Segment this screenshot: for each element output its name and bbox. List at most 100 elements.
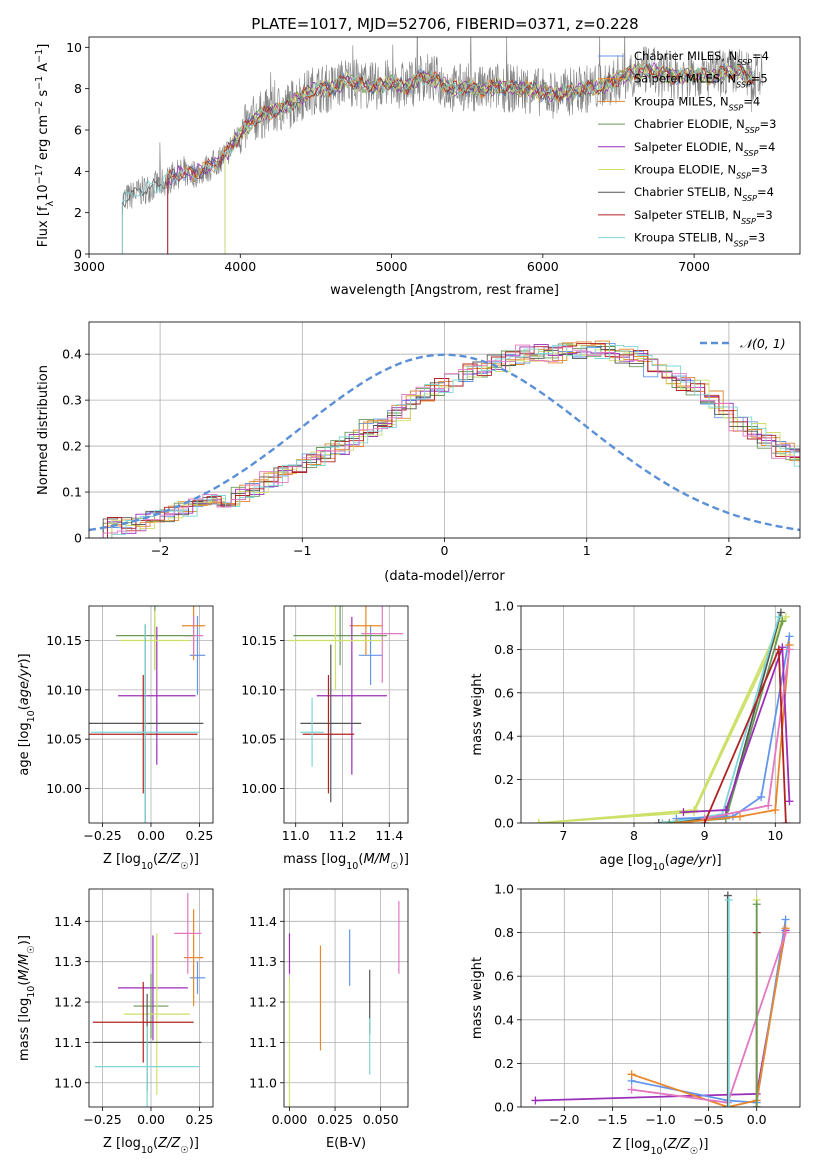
weight-marker — [757, 792, 766, 801]
error-bars — [89, 606, 206, 823]
weight-vs-age-panel: 7 8 9 10 0.0 0.2 0.4 0.6 0.8 1.0 age [log10(age/yr… — [470, 599, 801, 873]
x-tick-label: −2 — [151, 543, 169, 558]
y-tick-label: 0.4 — [494, 1012, 514, 1027]
x-tick-label: 8 — [630, 828, 638, 843]
mass-vs-ebv-panel: 0.000 0.025 0.050 11.0 11.1 11.2 11.3 11.4 E(B-V… — [249, 888, 409, 1151]
y-tick-label: 11.1 — [249, 1035, 277, 1050]
weight-marker — [774, 645, 783, 654]
residuals-panel: −2 −1 0 1 2 0 0.1 0.2 0.3 0.4 (data-model)/error No… — [36, 321, 801, 584]
y-tick-label: 11.3 — [54, 954, 82, 969]
weight-marker — [534, 819, 543, 823]
y-tick-label: 10.10 — [46, 682, 82, 697]
y-tick-label: 4 — [74, 164, 82, 179]
axes-frame — [88, 36, 801, 255]
weight-marker — [531, 1096, 540, 1105]
x-tick-label: 0.0 — [747, 1112, 767, 1127]
legend-label: Salpeter STELIB, NSSP=3 — [634, 208, 773, 226]
legend-label: Salpeter ELODIE, NSSP=4 — [634, 140, 775, 158]
weight-marker — [781, 915, 790, 924]
y-tick-label: 11.2 — [54, 995, 82, 1010]
x-tick-label: 0.000 — [272, 1112, 308, 1127]
x-tick-label: 11.2 — [329, 828, 357, 843]
histogram-salpeter_stelib — [93, 342, 800, 538]
weight-marker — [771, 805, 780, 814]
legend-label: Kroupa ELODIE, NSSP=3 — [634, 163, 768, 181]
legend-label: Salpeter MILES, NSSP=5 — [634, 72, 768, 90]
weight-marker — [665, 819, 674, 823]
histograms — [89, 340, 800, 538]
y-tick-label: 0.2 — [494, 772, 514, 787]
weight-line — [631, 928, 787, 1107]
x-axis-label: Z [log10(Z/Z☉)] — [613, 1137, 709, 1157]
weight-marker — [778, 617, 787, 626]
x-tick-label: −2.0 — [549, 1112, 579, 1127]
weight-marker — [785, 632, 794, 641]
y-tick-label: 11.1 — [54, 1035, 82, 1050]
x-tick-label: −1.0 — [645, 1112, 675, 1127]
x-axis-label: Z [log10(Z/Z☉)] — [103, 1136, 199, 1156]
weight-marker — [781, 928, 790, 937]
weight-marker — [723, 1103, 732, 1107]
y-tick-label: 8 — [74, 81, 82, 96]
model-spectrum-kroupa_elodie — [224, 62, 754, 254]
x-tick-label: 6000 — [527, 259, 559, 274]
legend-label: Kroupa MILES, NSSP=4 — [634, 94, 760, 112]
weight-marker — [700, 819, 709, 823]
y-tick-label: 0.6 — [494, 685, 514, 700]
y-axis-label: Normed distribution — [36, 365, 51, 495]
weight-marker — [658, 819, 667, 823]
weight-marker — [721, 805, 730, 814]
y-tick-label: 10 — [66, 40, 82, 55]
y-tick-label: 11.3 — [249, 954, 277, 969]
x-tick-label: 3000 — [73, 259, 105, 274]
normal-curve-line — [89, 353, 800, 532]
x-tick-label: 5000 — [376, 259, 408, 274]
x-tick-label: −0.5 — [693, 1112, 723, 1127]
x-tick-label: 11.0 — [282, 828, 310, 843]
weight-marker — [690, 805, 699, 814]
axes-frame — [88, 605, 214, 824]
y-tick-label: 10.15 — [241, 633, 277, 648]
histogram-kroupa_stelib — [97, 344, 800, 538]
weight-marker — [735, 812, 744, 821]
weight-marker — [781, 819, 790, 823]
y-tick-label: 6 — [74, 123, 82, 138]
weight-marker — [723, 891, 732, 900]
error-bars — [92, 893, 206, 1107]
axes-frame — [88, 321, 801, 539]
y-axis-label: mass weight — [470, 957, 485, 1039]
axes-frame — [520, 605, 801, 824]
axes-frame — [88, 888, 214, 1108]
y-tick-label: 10.00 — [46, 781, 82, 796]
x-tick-label: 0.025 — [317, 1112, 353, 1127]
y-axis-label: age [log10(age/yr)] — [17, 653, 37, 775]
weight-marker — [776, 608, 785, 617]
weight-marker — [627, 1085, 636, 1094]
y-tick-label: 10.05 — [241, 732, 277, 747]
x-axis-label: age [log10(age/yr)] — [599, 853, 721, 873]
weight-lines — [534, 608, 794, 823]
y-tick-label: 11.2 — [249, 995, 277, 1010]
x-tick-label: −0.25 — [83, 1112, 121, 1127]
histogram-salpeter_miles — [93, 341, 800, 538]
spectrum-panel: 3000 4000 5000 6000 7000 0 2 4 6 8 10 wavelength [A… — [34, 36, 801, 298]
weight-marker — [785, 645, 794, 654]
y-tick-label: 0.4 — [62, 347, 82, 362]
x-tick-label: 1 — [583, 543, 591, 558]
axes-frame — [283, 888, 409, 1108]
histogram-chabrier_stelib — [89, 346, 800, 538]
x-axis-label: E(B-V) — [326, 1136, 366, 1151]
y-tick-label: 11.0 — [249, 1075, 277, 1090]
y-tick-label: 11.0 — [54, 1075, 82, 1090]
y-tick-label: 0.8 — [494, 642, 514, 657]
y-tick-label: 0.6 — [494, 969, 514, 984]
legend-label: Chabrier STELIB, NSSP=4 — [634, 185, 774, 203]
spectrum-lines — [121, 37, 763, 254]
x-tick-label: 2 — [725, 543, 733, 558]
legend-label: Chabrier MILES, NSSP=4 — [634, 49, 769, 67]
y-tick-label: 2 — [74, 205, 82, 220]
x-axis-label: wavelength [Angstrom, rest frame] — [330, 283, 559, 298]
x-tick-label: 0.25 — [186, 828, 214, 843]
observed-spectrum-line — [122, 37, 763, 216]
x-tick-label: 4000 — [224, 259, 256, 274]
